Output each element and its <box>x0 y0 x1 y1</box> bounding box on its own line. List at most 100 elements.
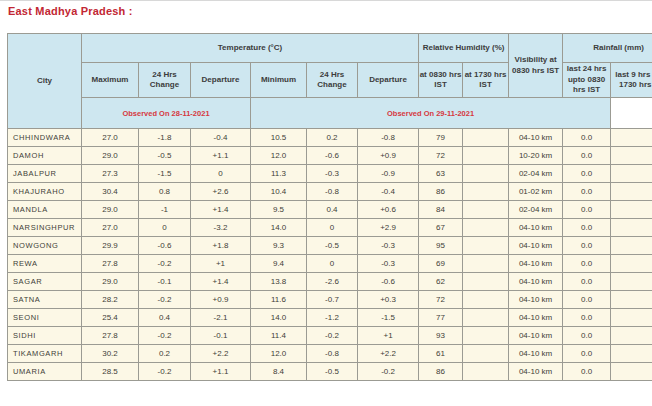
visibility-cell: 01-02 km <box>509 183 563 201</box>
col-header-max-24hrs-change: 24 Hrs Change <box>139 63 191 98</box>
max-departure-cell: +1 <box>191 255 251 273</box>
rh-1730-cell <box>463 219 509 237</box>
max-departure-cell: -3.2 <box>191 219 251 237</box>
col-header-visibility: Visibility at 0830 hrs IST <box>509 34 563 98</box>
min-temp-cell: 9.4 <box>251 255 307 273</box>
min-24hrs-change-cell: 0 <box>307 255 358 273</box>
rh-1730-cell <box>463 147 509 165</box>
min-departure-cell: +2.9 <box>358 219 419 237</box>
max-temp-cell: 27.3 <box>82 165 139 183</box>
visibility-cell: 04-10 km <box>509 309 563 327</box>
visibility-cell: 02-04 km <box>509 165 563 183</box>
table-header: City Temperature (°C) Relative Humidity … <box>8 34 652 129</box>
weather-table-container: City Temperature (°C) Relative Humidity … <box>7 33 652 381</box>
rain-last9-cell <box>611 237 652 255</box>
rain-last24-cell: 0.0 <box>563 309 611 327</box>
max-24hrs-change-cell: 0.8 <box>139 183 191 201</box>
max-departure-cell: +1.1 <box>191 147 251 165</box>
city-cell: SIDHI <box>8 327 82 345</box>
col-header-minimum: Minimum <box>251 63 307 98</box>
min-departure-cell: +2.2 <box>358 345 419 363</box>
visibility-cell: 04-10 km <box>509 273 563 291</box>
min-departure-cell: -0.8 <box>358 129 419 147</box>
min-temp-cell: 13.8 <box>251 273 307 291</box>
rain-last9-cell <box>611 327 652 345</box>
min-departure-cell: -0.9 <box>358 165 419 183</box>
city-cell: TIKAMGARH <box>8 345 82 363</box>
rain-last24-cell: 0.0 <box>563 327 611 345</box>
rain-last9-cell <box>611 201 652 219</box>
min-24hrs-change-cell: -0.2 <box>307 327 358 345</box>
rain-last24-cell: 0.0 <box>563 147 611 165</box>
min-temp-cell: 9.5 <box>251 201 307 219</box>
top-divider <box>0 0 652 1</box>
city-cell: CHHINDWARA <box>8 129 82 147</box>
rh-0830-cell: 62 <box>419 273 463 291</box>
max-temp-cell: 29.0 <box>82 147 139 165</box>
weather-table: City Temperature (°C) Relative Humidity … <box>7 33 652 381</box>
city-cell: SATNA <box>8 291 82 309</box>
rh-0830-cell: 72 <box>419 147 463 165</box>
min-temp-cell: 11.6 <box>251 291 307 309</box>
city-cell: REWA <box>8 255 82 273</box>
max-temp-cell: 29.9 <box>82 237 139 255</box>
min-departure-cell: +0.3 <box>358 291 419 309</box>
min-temp-cell: 10.4 <box>251 183 307 201</box>
city-cell: SEONI <box>8 309 82 327</box>
city-cell: NARSINGHPUR <box>8 219 82 237</box>
max-24hrs-change-cell: 0 <box>139 219 191 237</box>
table-row: KHAJURAHO 30.4 0.8 +2.6 10.4 -0.8 -0.4 8… <box>8 183 652 201</box>
visibility-cell: 04-10 km <box>509 237 563 255</box>
max-departure-cell: -0.1 <box>191 327 251 345</box>
city-cell: SAGAR <box>8 273 82 291</box>
max-temp-cell: 29.0 <box>82 273 139 291</box>
rain-last9-cell <box>611 255 652 273</box>
max-departure-cell: +1.8 <box>191 237 251 255</box>
table-row: NARSINGHPUR 27.0 0 -3.2 14.0 0 +2.9 67 0… <box>8 219 652 237</box>
col-header-city: City <box>8 34 82 129</box>
city-cell: NOWGONG <box>8 237 82 255</box>
min-24hrs-change-cell: -2.6 <box>307 273 358 291</box>
table-row: DAMOH 29.0 -0.5 +1.1 12.0 -0.6 +0.9 72 1… <box>8 147 652 165</box>
min-24hrs-change-cell: 0 <box>307 219 358 237</box>
rh-0830-cell: 79 <box>419 129 463 147</box>
min-temp-cell: 12.0 <box>251 345 307 363</box>
min-departure-cell: -0.6 <box>358 273 419 291</box>
min-temp-cell: 9.3 <box>251 237 307 255</box>
table-row: SEONI 25.4 0.4 -2.1 14.0 -1.2 -1.5 77 04… <box>8 309 652 327</box>
min-departure-cell: -0.4 <box>358 183 419 201</box>
rh-1730-cell <box>463 237 509 255</box>
rh-1730-cell <box>463 363 509 381</box>
max-departure-cell: 0 <box>191 165 251 183</box>
rh-0830-cell: 86 <box>419 183 463 201</box>
max-temp-cell: 27.0 <box>82 219 139 237</box>
min-temp-cell: 11.3 <box>251 165 307 183</box>
table-row: JABALPUR 27.3 -1.5 0 11.3 -0.3 -0.9 63 0… <box>8 165 652 183</box>
min-departure-cell: +1 <box>358 327 419 345</box>
max-temp-cell: 27.8 <box>82 255 139 273</box>
max-24hrs-change-cell: 0.4 <box>139 309 191 327</box>
max-temp-cell: 30.4 <box>82 183 139 201</box>
rh-0830-cell: 77 <box>419 309 463 327</box>
min-departure-cell: -0.2 <box>358 363 419 381</box>
max-departure-cell: +1.4 <box>191 273 251 291</box>
max-departure-cell: +1.1 <box>191 363 251 381</box>
col-header-min-24hrs-change: 24 Hrs Change <box>307 63 358 98</box>
max-24hrs-change-cell: 0.2 <box>139 345 191 363</box>
max-24hrs-change-cell: -0.2 <box>139 255 191 273</box>
table-body: CHHINDWARA 27.0 -1.8 -0.4 10.5 0.2 -0.8 … <box>8 129 652 381</box>
rh-1730-cell <box>463 255 509 273</box>
rain-last9-cell <box>611 273 652 291</box>
min-24hrs-change-cell: -0.5 <box>307 237 358 255</box>
visibility-cell: 10-20 km <box>509 147 563 165</box>
rain-last9-cell <box>611 129 652 147</box>
max-24hrs-change-cell: -0.2 <box>139 291 191 309</box>
max-24hrs-change-cell: -0.1 <box>139 273 191 291</box>
max-temp-cell: 30.2 <box>82 345 139 363</box>
col-header-rain-last9: last 9 hrs upto 1730 hrs IST <box>611 63 652 98</box>
min-24hrs-change-cell: -0.8 <box>307 183 358 201</box>
visibility-cell: 04-10 km <box>509 291 563 309</box>
min-24hrs-change-cell: -0.7 <box>307 291 358 309</box>
rain-last24-cell: 0.0 <box>563 183 611 201</box>
max-24hrs-change-cell: -1.5 <box>139 165 191 183</box>
